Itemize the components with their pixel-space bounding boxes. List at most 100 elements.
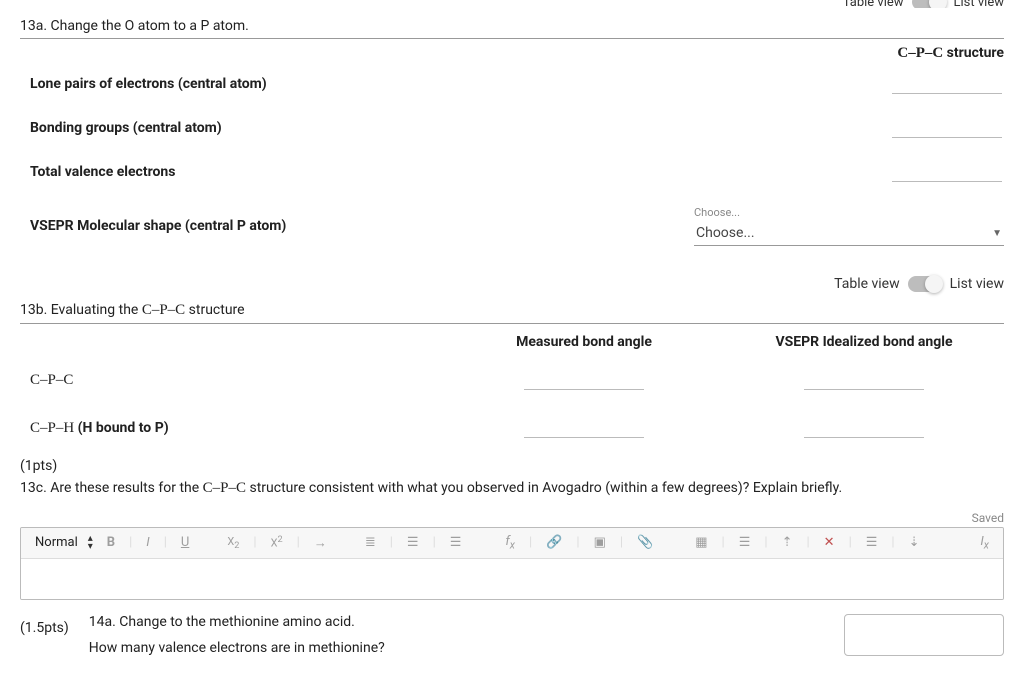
q14-line2: How many valence electrons are in methio… <box>89 640 824 656</box>
separator: | <box>253 535 256 550</box>
row-lone-pairs: Lone pairs of electrons (central atom) <box>20 62 1004 106</box>
merge-button[interactable]: ☰ <box>866 535 878 550</box>
table-row-cpc: C–P–C <box>20 356 1004 404</box>
link-button[interactable]: 🔗 <box>546 535 562 550</box>
separator: | <box>764 535 767 550</box>
q13b-title-prefix: 13b. Evaluating the <box>20 302 142 318</box>
vsepr-dropdown-hint: Choose... <box>694 206 1004 219</box>
q14-answer-input[interactable] <box>844 614 1004 656</box>
q13b-title: 13b. Evaluating the C–P–C structure <box>20 302 1004 319</box>
row-label-cph-suffix: (H bound to P) <box>74 420 168 436</box>
col-down-button[interactable]: ⇣ <box>909 535 920 550</box>
q13a-header-mol: C–P–C <box>897 45 943 61</box>
vsepr-dropdown-value: Choose... <box>696 225 755 241</box>
row-button[interactable]: ☰ <box>739 535 751 550</box>
divider <box>20 38 1004 39</box>
label-valence: Total valence electrons <box>20 164 892 180</box>
editor-toolbar: Normal ▴▾ B | I | U X2 | X2 | → ≣ | ☰ | … <box>21 528 1003 559</box>
separator: | <box>129 535 132 550</box>
label-bonding-groups: Bonding groups (central atom) <box>20 120 892 136</box>
separator: | <box>297 535 300 550</box>
unordered-list-button[interactable]: ☰ <box>407 535 419 550</box>
label-lone-pairs: Lone pairs of electrons (central atom) <box>20 76 892 92</box>
arrow-button[interactable]: → <box>314 535 327 551</box>
q13c-text-mol: C–P–C <box>203 480 246 496</box>
input-valence[interactable] <box>892 162 1002 182</box>
q13b-title-suffix: structure <box>185 302 244 318</box>
image-button[interactable]: ▣ <box>594 535 606 550</box>
indent-button[interactable]: ☰ <box>450 535 462 550</box>
row-vsepr-shape: VSEPR Molecular shape (central P atom) C… <box>20 194 1004 258</box>
table-13b: Measured bond angle VSEPR Idealized bond… <box>20 330 1004 452</box>
clear-format-button[interactable]: Ix <box>980 534 989 552</box>
q13a-header-word: structure <box>943 45 1004 61</box>
format-select[interactable]: Normal ▴▾ <box>35 535 93 551</box>
row-valence: Total valence electrons <box>20 150 1004 194</box>
separator: | <box>722 535 725 550</box>
saved-indicator: Saved <box>20 511 1004 525</box>
q14-row: (1.5pts) 14a. Change to the methionine a… <box>20 614 1004 656</box>
table-button[interactable]: ▦ <box>695 535 707 550</box>
view-toggle-top: Table view List view <box>20 0 1004 8</box>
toggle-knob <box>929 0 947 8</box>
separator: | <box>620 535 623 550</box>
vsepr-dropdown-cell: Choose... Choose... ▼ <box>694 206 1004 246</box>
q14-points: (1.5pts) <box>20 620 69 656</box>
separator: | <box>529 535 532 550</box>
label-vsepr-shape: VSEPR Molecular shape (central P atom) <box>20 218 694 234</box>
separator: | <box>849 535 852 550</box>
col-up-button[interactable]: ⇡ <box>782 535 793 550</box>
italic-button[interactable]: I <box>146 535 149 550</box>
view-toggle-table-label: Table view <box>843 0 904 8</box>
toggle-knob <box>925 275 943 293</box>
separator: | <box>891 535 894 550</box>
select-arrows-icon: ▴▾ <box>88 535 93 551</box>
separator: | <box>806 535 809 550</box>
bold-button[interactable]: B <box>107 535 115 550</box>
editor-body[interactable] <box>21 559 1003 599</box>
divider <box>20 323 1004 324</box>
q13c-points: (1pts) <box>20 458 1004 474</box>
input-cpc-idealized[interactable] <box>804 370 924 390</box>
separator: | <box>433 535 436 550</box>
vsepr-dropdown[interactable]: Choose... ▼ <box>694 221 1004 246</box>
q13c-text-suffix: structure consistent with what you obser… <box>246 480 842 496</box>
input-cph-idealized[interactable] <box>804 418 924 438</box>
row-label-cph: C–P–H (H bound to P) <box>20 420 444 437</box>
view-toggle-list-label: List view <box>950 276 1004 292</box>
q13a-title: 13a. Change the O atom to a P atom. <box>20 18 1004 34</box>
input-lone-pairs[interactable] <box>892 74 1002 94</box>
delete-button[interactable]: ✕ <box>824 535 835 550</box>
col-idealized: VSEPR Idealized bond angle <box>724 334 1004 350</box>
row-label-cpc: C–P–C <box>20 372 444 389</box>
ordered-list-button[interactable]: ≣ <box>365 535 376 550</box>
input-cpc-measured[interactable] <box>524 370 644 390</box>
subscript-button[interactable]: X2 <box>227 535 239 551</box>
view-toggle-13b: Table view List view <box>20 276 1004 292</box>
q13c-text-prefix: 13c. Are these results for the <box>20 480 203 496</box>
input-bonding-groups[interactable] <box>892 118 1002 138</box>
col-measured: Measured bond angle <box>444 334 724 350</box>
table-13b-head: Measured bond angle VSEPR Idealized bond… <box>20 330 1004 356</box>
row-bonding-groups: Bonding groups (central atom) <box>20 106 1004 150</box>
chevron-down-icon: ▼ <box>992 228 1002 239</box>
table-row-cph: C–P–H (H bound to P) <box>20 404 1004 452</box>
q14-line1: 14a. Change to the methionine amino acid… <box>89 614 824 630</box>
formula-button[interactable]: fx <box>505 534 515 552</box>
superscript-button[interactable]: X2 <box>271 535 283 550</box>
separator: | <box>576 535 579 550</box>
attachment-button[interactable]: 📎 <box>637 535 653 550</box>
rich-text-editor: Normal ▴▾ B | I | U X2 | X2 | → ≣ | ☰ | … <box>20 527 1004 600</box>
q14-text: 14a. Change to the methionine amino acid… <box>89 614 824 656</box>
format-select-value: Normal <box>35 535 78 550</box>
view-toggle-switch[interactable] <box>912 0 946 8</box>
q13c-text: 13c. Are these results for the C–P–C str… <box>20 480 1004 497</box>
underline-button[interactable]: U <box>181 535 189 550</box>
separator: | <box>390 535 393 550</box>
row-label-cph-mol: C–P–H <box>30 420 74 436</box>
input-cph-measured[interactable] <box>524 418 644 438</box>
view-toggle-list-label: List view <box>954 0 1004 8</box>
q13b-title-mol: C–P–C <box>142 302 185 318</box>
q13a-column-header: C–P–C structure <box>20 45 1004 62</box>
view-toggle-switch[interactable] <box>908 276 942 292</box>
